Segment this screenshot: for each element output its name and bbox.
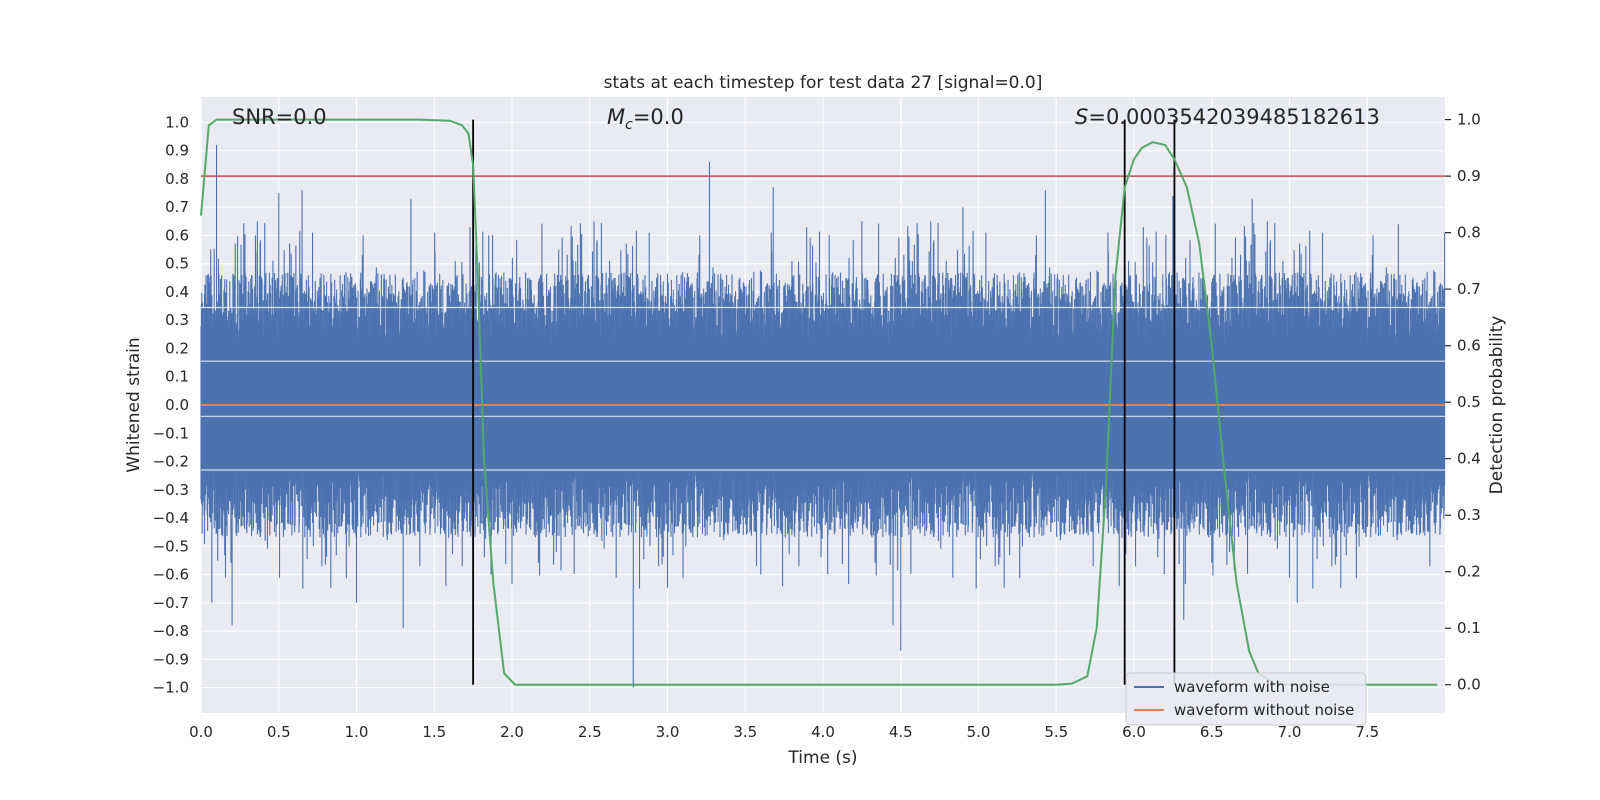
y2-tick-label: 0.6 bbox=[1457, 337, 1481, 355]
y-tick-label: −0.4 bbox=[153, 509, 189, 527]
y2-tick-label: 0.7 bbox=[1457, 280, 1481, 298]
x-tick-label: 1.5 bbox=[422, 723, 446, 741]
y2-tick-label: 0.9 bbox=[1457, 167, 1481, 185]
x-tick-label: 5.0 bbox=[967, 723, 991, 741]
y2-tick-label: 0.2 bbox=[1457, 563, 1481, 581]
x-tick-label: 4.5 bbox=[889, 723, 913, 741]
x-tick-label: 3.5 bbox=[733, 723, 757, 741]
noise-trace bbox=[200, 145, 1446, 688]
s-value: =0.0003542039485182613 bbox=[1088, 105, 1380, 129]
y2-axis-label: Detection probability bbox=[1487, 316, 1507, 495]
y-tick-label: 0.3 bbox=[165, 311, 189, 329]
x-axis-label: Time (s) bbox=[787, 748, 857, 768]
y-tick-label: 0.5 bbox=[165, 255, 189, 273]
chart-title: stats at each timestep for test data 27 … bbox=[604, 73, 1043, 93]
y-tick-label: −0.3 bbox=[153, 481, 189, 499]
y-tick-label: 0.2 bbox=[165, 339, 189, 357]
y-tick-label: 0.1 bbox=[165, 368, 189, 386]
x-tick-label: 7.5 bbox=[1355, 723, 1379, 741]
line-layer bbox=[200, 118, 1445, 686]
legend: waveform with noise waveform without noi… bbox=[1125, 672, 1367, 726]
y-tick-label: 1.0 bbox=[165, 113, 189, 131]
s-symbol: S bbox=[1075, 105, 1088, 129]
y2-tick-label: 0.8 bbox=[1457, 224, 1481, 242]
y-tick-label: 0.6 bbox=[165, 226, 189, 244]
y2-tick-label: 0.5 bbox=[1457, 393, 1481, 411]
y-tick-label: −0.7 bbox=[153, 594, 189, 612]
y-axis-label: Whitened strain bbox=[124, 337, 144, 472]
x-tick-label: 5.5 bbox=[1044, 723, 1068, 741]
y2-tick-label: 0.0 bbox=[1457, 676, 1481, 694]
x-tick-label: 0.5 bbox=[267, 723, 291, 741]
y2-tick-label: 0.4 bbox=[1457, 450, 1481, 468]
x-tick-label: 6.5 bbox=[1200, 723, 1224, 741]
y2-tick-label: 1.0 bbox=[1457, 111, 1481, 129]
y-tick-label: 0.9 bbox=[165, 142, 189, 160]
y-tick-label: −0.8 bbox=[153, 622, 189, 640]
x-tick-label: 2.5 bbox=[578, 723, 602, 741]
y-tick-label: −0.2 bbox=[153, 453, 189, 471]
x-tick-label: 1.0 bbox=[345, 723, 369, 741]
legend-label-noise: waveform with noise bbox=[1174, 678, 1330, 696]
mc-subscript: c bbox=[625, 117, 633, 133]
x-tick-label: 2.0 bbox=[500, 723, 524, 741]
x-tick-label: 0.0 bbox=[189, 723, 213, 741]
y-tick-label: 0.8 bbox=[165, 170, 189, 188]
y-tick-label: 0.7 bbox=[165, 198, 189, 216]
snr-annotation: SNR=0.0 bbox=[232, 105, 327, 129]
x-tick-label: 7.0 bbox=[1278, 723, 1302, 741]
y-tick-label: −1.0 bbox=[153, 679, 189, 697]
y-tick-label: 0.4 bbox=[165, 283, 189, 301]
score-annotation: S=0.0003542039485182613 bbox=[1075, 105, 1380, 129]
tick-labels: 0.0 0.5 1.0 1.5 2.0 2.5 3.0 3.5 4.0 4.5 5.0 5.5 6.0 6… bbox=[153, 111, 1481, 741]
x-tick-label: 6.0 bbox=[1122, 723, 1146, 741]
y-tick-label: −0.6 bbox=[153, 566, 189, 584]
y2-tick-label: 0.3 bbox=[1457, 506, 1481, 524]
y-tick-label: −0.1 bbox=[153, 424, 189, 442]
detection-probability-line bbox=[200, 118, 1438, 686]
waveform-with-noise-series bbox=[200, 145, 1446, 688]
x-tick-label: 4.0 bbox=[811, 723, 835, 741]
y-tick-label: −0.9 bbox=[153, 650, 189, 668]
mc-value: =0.0 bbox=[633, 105, 684, 129]
y-tick-label: −0.5 bbox=[153, 537, 189, 555]
legend-label-clean: waveform without noise bbox=[1174, 701, 1354, 719]
x-tick-label: 3.0 bbox=[656, 723, 680, 741]
chirp-mass-annotation: Mc=0.0 bbox=[607, 105, 684, 133]
mc-symbol: M bbox=[607, 105, 625, 129]
legend-box bbox=[1125, 672, 1367, 726]
y2-tick-label: 0.1 bbox=[1457, 619, 1481, 637]
y-tick-label: 0.0 bbox=[165, 396, 189, 414]
